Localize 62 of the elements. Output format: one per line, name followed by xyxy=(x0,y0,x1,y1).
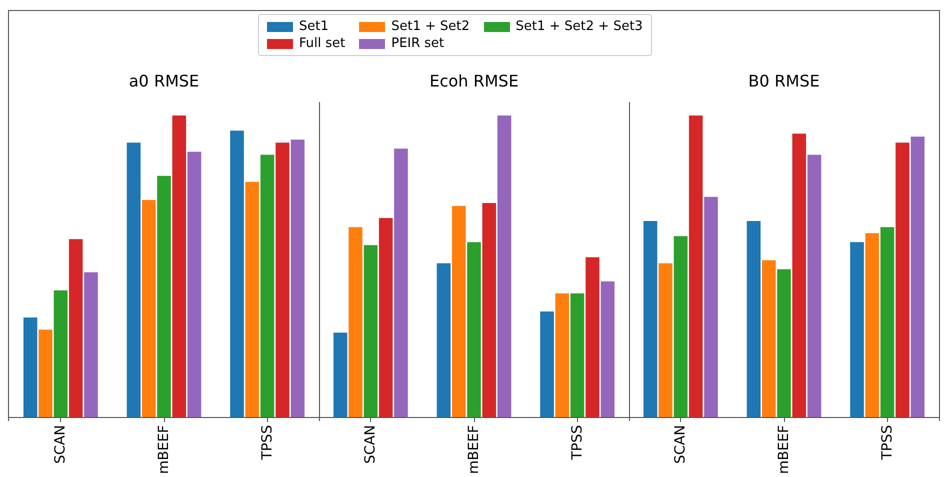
x-tick-label: mBEEF xyxy=(156,425,172,474)
x-tick-label: TPSS xyxy=(259,424,276,461)
bar xyxy=(348,227,362,418)
bar xyxy=(658,263,672,418)
bar xyxy=(777,269,791,418)
bar xyxy=(482,202,496,418)
bar xyxy=(586,257,600,418)
bar xyxy=(910,136,925,418)
bar xyxy=(850,242,864,418)
bar xyxy=(807,154,822,418)
bar xyxy=(896,142,910,418)
bar xyxy=(704,196,718,418)
bar xyxy=(245,182,260,418)
bar xyxy=(142,200,156,418)
bar xyxy=(394,148,408,418)
bar xyxy=(688,116,703,418)
bar xyxy=(84,272,98,418)
x-tick-label: TPSS xyxy=(569,424,586,461)
bar xyxy=(865,233,880,418)
bar xyxy=(762,260,776,418)
bar xyxy=(68,239,83,418)
bar xyxy=(364,245,378,418)
x-tick-label: SCAN xyxy=(362,425,379,464)
bar xyxy=(452,206,466,418)
legend-label: Full set xyxy=(299,36,346,51)
bar xyxy=(570,293,584,418)
x-tick-label: SCAN xyxy=(52,425,69,464)
bar xyxy=(290,140,305,418)
legend-label: Set1 + Set2 xyxy=(391,19,470,34)
legend-label: Set1 xyxy=(299,19,329,34)
bar xyxy=(540,311,554,418)
bar xyxy=(880,227,894,418)
legend-label: PEIR set xyxy=(391,36,444,51)
bar xyxy=(333,332,348,418)
bar xyxy=(230,130,244,418)
x-tick-label: TPSS xyxy=(879,424,896,461)
bar xyxy=(643,221,658,418)
bar xyxy=(674,236,688,418)
chart-title: a0 RMSE xyxy=(128,72,200,90)
bar xyxy=(276,142,290,418)
bar xyxy=(600,281,615,418)
bar xyxy=(497,116,512,418)
bar xyxy=(378,218,393,418)
bar xyxy=(792,134,806,418)
bar xyxy=(555,293,570,418)
bar xyxy=(467,242,481,418)
bar xyxy=(38,330,52,418)
x-tick-label: mBEEF xyxy=(776,425,792,474)
bar xyxy=(157,176,171,418)
bar xyxy=(23,318,38,418)
chart-title: B0 RMSE xyxy=(748,72,820,90)
bar xyxy=(126,142,141,418)
bar xyxy=(172,116,186,418)
x-tick-label: SCAN xyxy=(672,425,689,464)
bar xyxy=(187,152,202,418)
legend-label: Set1 + Set2 + Set3 xyxy=(516,19,643,34)
bar xyxy=(436,263,451,418)
bar xyxy=(260,154,274,418)
bar xyxy=(54,290,68,418)
x-tick-label: mBEEF xyxy=(466,425,482,474)
chart-title: Ecoh RMSE xyxy=(429,72,519,90)
bar xyxy=(746,221,761,418)
